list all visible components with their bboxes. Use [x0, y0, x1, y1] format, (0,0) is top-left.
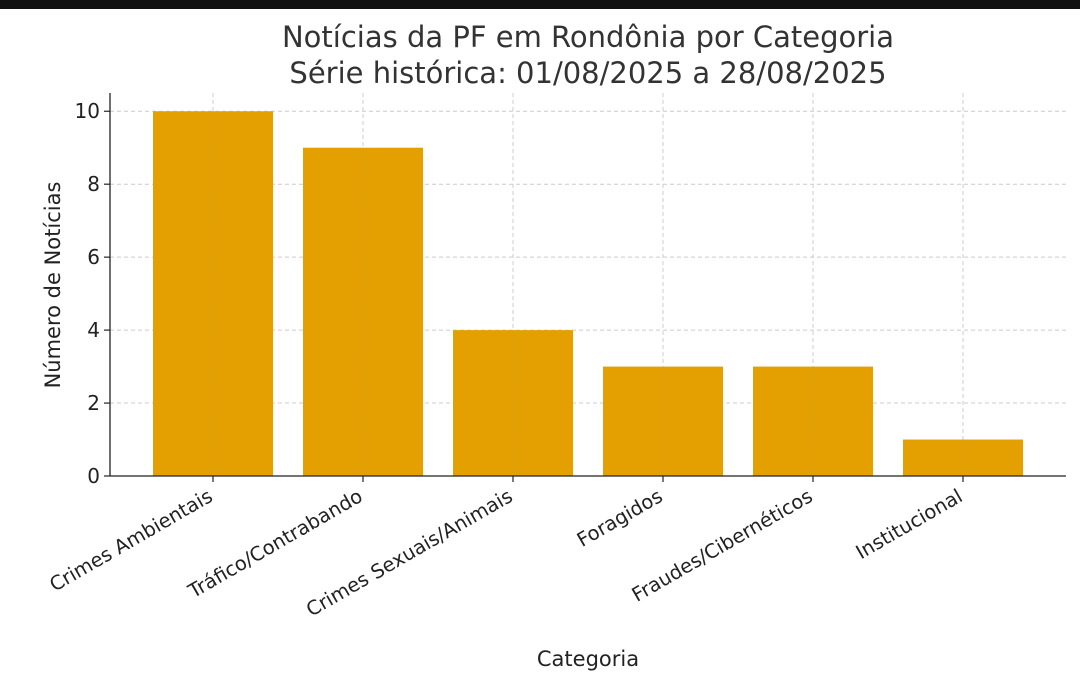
chart-title: Notícias da PF em Rondônia por Categoria: [282, 20, 894, 54]
chart-subtitle: Série histórica: 01/08/2025 a 28/08/2025: [289, 56, 886, 90]
y-tick-label: 2: [87, 391, 100, 415]
y-tick-label: 6: [87, 245, 100, 269]
y-tick-label: 10: [75, 99, 100, 123]
y-tick-label: 4: [87, 318, 100, 342]
y-tick-labels: 0 2 4 6 8 10: [75, 99, 100, 488]
axes: [104, 93, 1066, 482]
y-axis-label: Número de Notícias: [41, 182, 65, 389]
x-tick-labels: Crimes AmbientaisTráfico/ContrabandoCrim…: [46, 484, 967, 621]
bars: [153, 111, 1023, 476]
x-tick-label: Institucional: [852, 484, 967, 563]
x-axis-label: Categoria: [537, 647, 639, 671]
x-tick-label: Foragidos: [573, 484, 667, 551]
top-dark-strip: [0, 0, 1080, 9]
y-tick-label: 8: [87, 172, 100, 196]
y-tick-label: 0: [87, 464, 100, 488]
